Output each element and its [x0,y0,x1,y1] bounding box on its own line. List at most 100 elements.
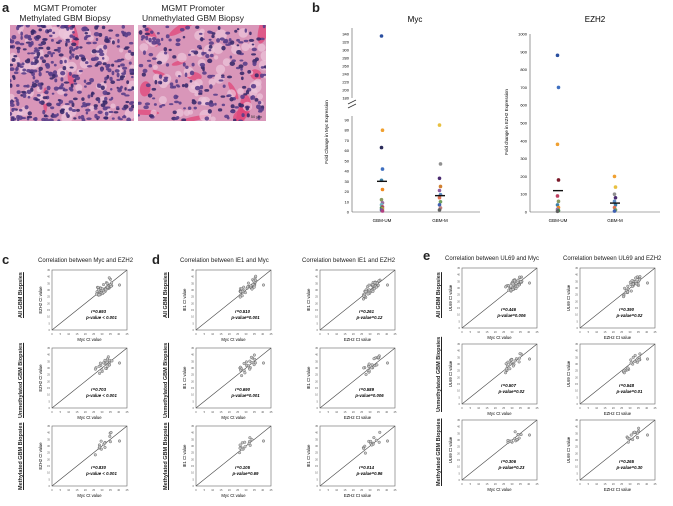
cell-nucleus [48,118,54,121]
cell-nucleus [236,38,240,42]
cell-nucleus [29,52,36,55]
x-tick: 10 [335,332,338,336]
ezh2-data-point [612,192,617,196]
cell-nucleus [243,93,248,96]
cell-nucleus [85,61,89,65]
cell-nucleus [11,35,17,40]
cell-nucleus [20,117,27,120]
y-tick: 30 [47,444,50,448]
y-tick: 45 [191,346,194,350]
y-tick: 45 [457,266,460,270]
y-tick: 5 [317,477,319,481]
cell-nucleus [182,62,186,67]
myc-y-tick: 80 [345,128,350,133]
myc-fold-change-chart: Myc Fold Change in Myc Expression 0 10 20 30 4… [324,15,480,223]
cell-nucleus [63,93,68,97]
cell-nucleus [123,104,129,109]
y-tick: 30 [457,438,460,442]
cell-nucleus [226,75,233,79]
identity-line [195,269,272,331]
cell-nucleus [65,42,68,47]
correlation-r-value: r=0.105 [235,465,251,470]
cell-nucleus [208,44,213,49]
cell-nucleus [172,55,177,59]
y-tick: 45 [47,346,50,350]
cell-nucleus [120,75,126,78]
scatter-plot: 00 5 5 10 10 15 15 20 20 25 25 30 30 35 35 40 40 45 45 EZH2… [566,266,657,340]
cell-nucleus [224,114,230,119]
cell-nucleus [50,53,54,58]
myc-y-tick: 30 [345,179,350,184]
x-tick: 40 [117,332,120,336]
cell-nucleus [31,82,38,88]
cell-nucleus [230,110,236,113]
cell-nucleus [47,51,52,55]
cell-nucleus [16,101,20,107]
data-point [504,371,508,375]
x-tick: 40 [385,488,388,492]
myc-y-tick: 20 [345,189,350,194]
y-tick: 20 [315,379,318,383]
ezh2-category-label: GBM-UM [549,218,568,223]
data-point [509,439,513,443]
data-point [262,439,266,443]
data-point [511,282,515,286]
cell-nucleus [87,94,91,99]
y-tick: 25 [457,445,460,449]
x-axis-label: EZH2 Ct value [604,335,632,340]
cell-nucleus [208,48,212,52]
ezh2-data-point [612,199,617,204]
ezh2-y-tick: 200 [520,174,527,179]
panel-e-column-title-2: Correlation between UL69 and EZH2 [563,256,662,262]
x-tick: 40 [645,482,648,486]
cell-nucleus [116,78,121,81]
data-point [626,284,630,288]
data-point [386,283,390,287]
x-tick: 40 [645,406,648,410]
cell-nucleus [168,38,172,42]
data-point [386,439,390,443]
x-tick: 30 [629,482,632,486]
cell-nucleus [126,117,132,121]
data-point [633,430,637,434]
scatter-plot: 00 5 5 10 10 15 15 20 20 25 25 30 30 35 35 40 40 45 45 Myc … [38,424,129,498]
cell-nucleus [103,80,107,84]
cell-nucleus [13,55,18,58]
correlation-r-value: r=0.014 [359,465,375,470]
cell-nucleus [158,74,163,79]
y-tick: 10 [575,465,578,469]
correlation-p-value: p-value < 0.001 [85,471,117,476]
x-tick: 15 [220,410,223,414]
y-axis-label: IE1 Ct value [306,444,311,467]
y-tick: 35 [457,431,460,435]
x-tick: 0 [319,332,321,336]
cell-nucleus [46,85,51,91]
x-tick: 0 [195,410,197,414]
cell-nucleus [42,96,48,100]
y-tick: 30 [575,362,578,366]
data-point [506,284,510,288]
data-point [108,440,112,444]
correlation-p-value: p-value=0.001 [230,393,260,398]
cell-nucleus [128,61,132,65]
x-tick: 35 [109,332,112,336]
cell-nucleus [38,28,42,32]
cell-nucleus [12,76,16,81]
cell-nucleus [110,96,114,100]
y-tick: 45 [191,424,194,428]
x-tick: 5 [204,488,206,492]
myc-data-point [437,208,442,212]
cell-nucleus [169,85,175,89]
cell-nucleus [78,54,84,57]
scatter-plot: 00 5 5 10 10 15 15 20 20 25 25 30 30 35 35 40 40 45 45 EZH2… [306,268,397,342]
cell-nucleus [165,77,168,80]
cell-nucleus [71,42,77,47]
cell-nucleus [130,104,134,109]
cell-nucleus [128,41,134,45]
data-point [239,290,243,294]
cell-nucleus [154,79,158,85]
cell-nucleus [183,107,186,110]
y-tick: 25 [575,293,578,297]
x-tick: 40 [261,410,264,414]
x-tick: 10 [477,330,480,334]
